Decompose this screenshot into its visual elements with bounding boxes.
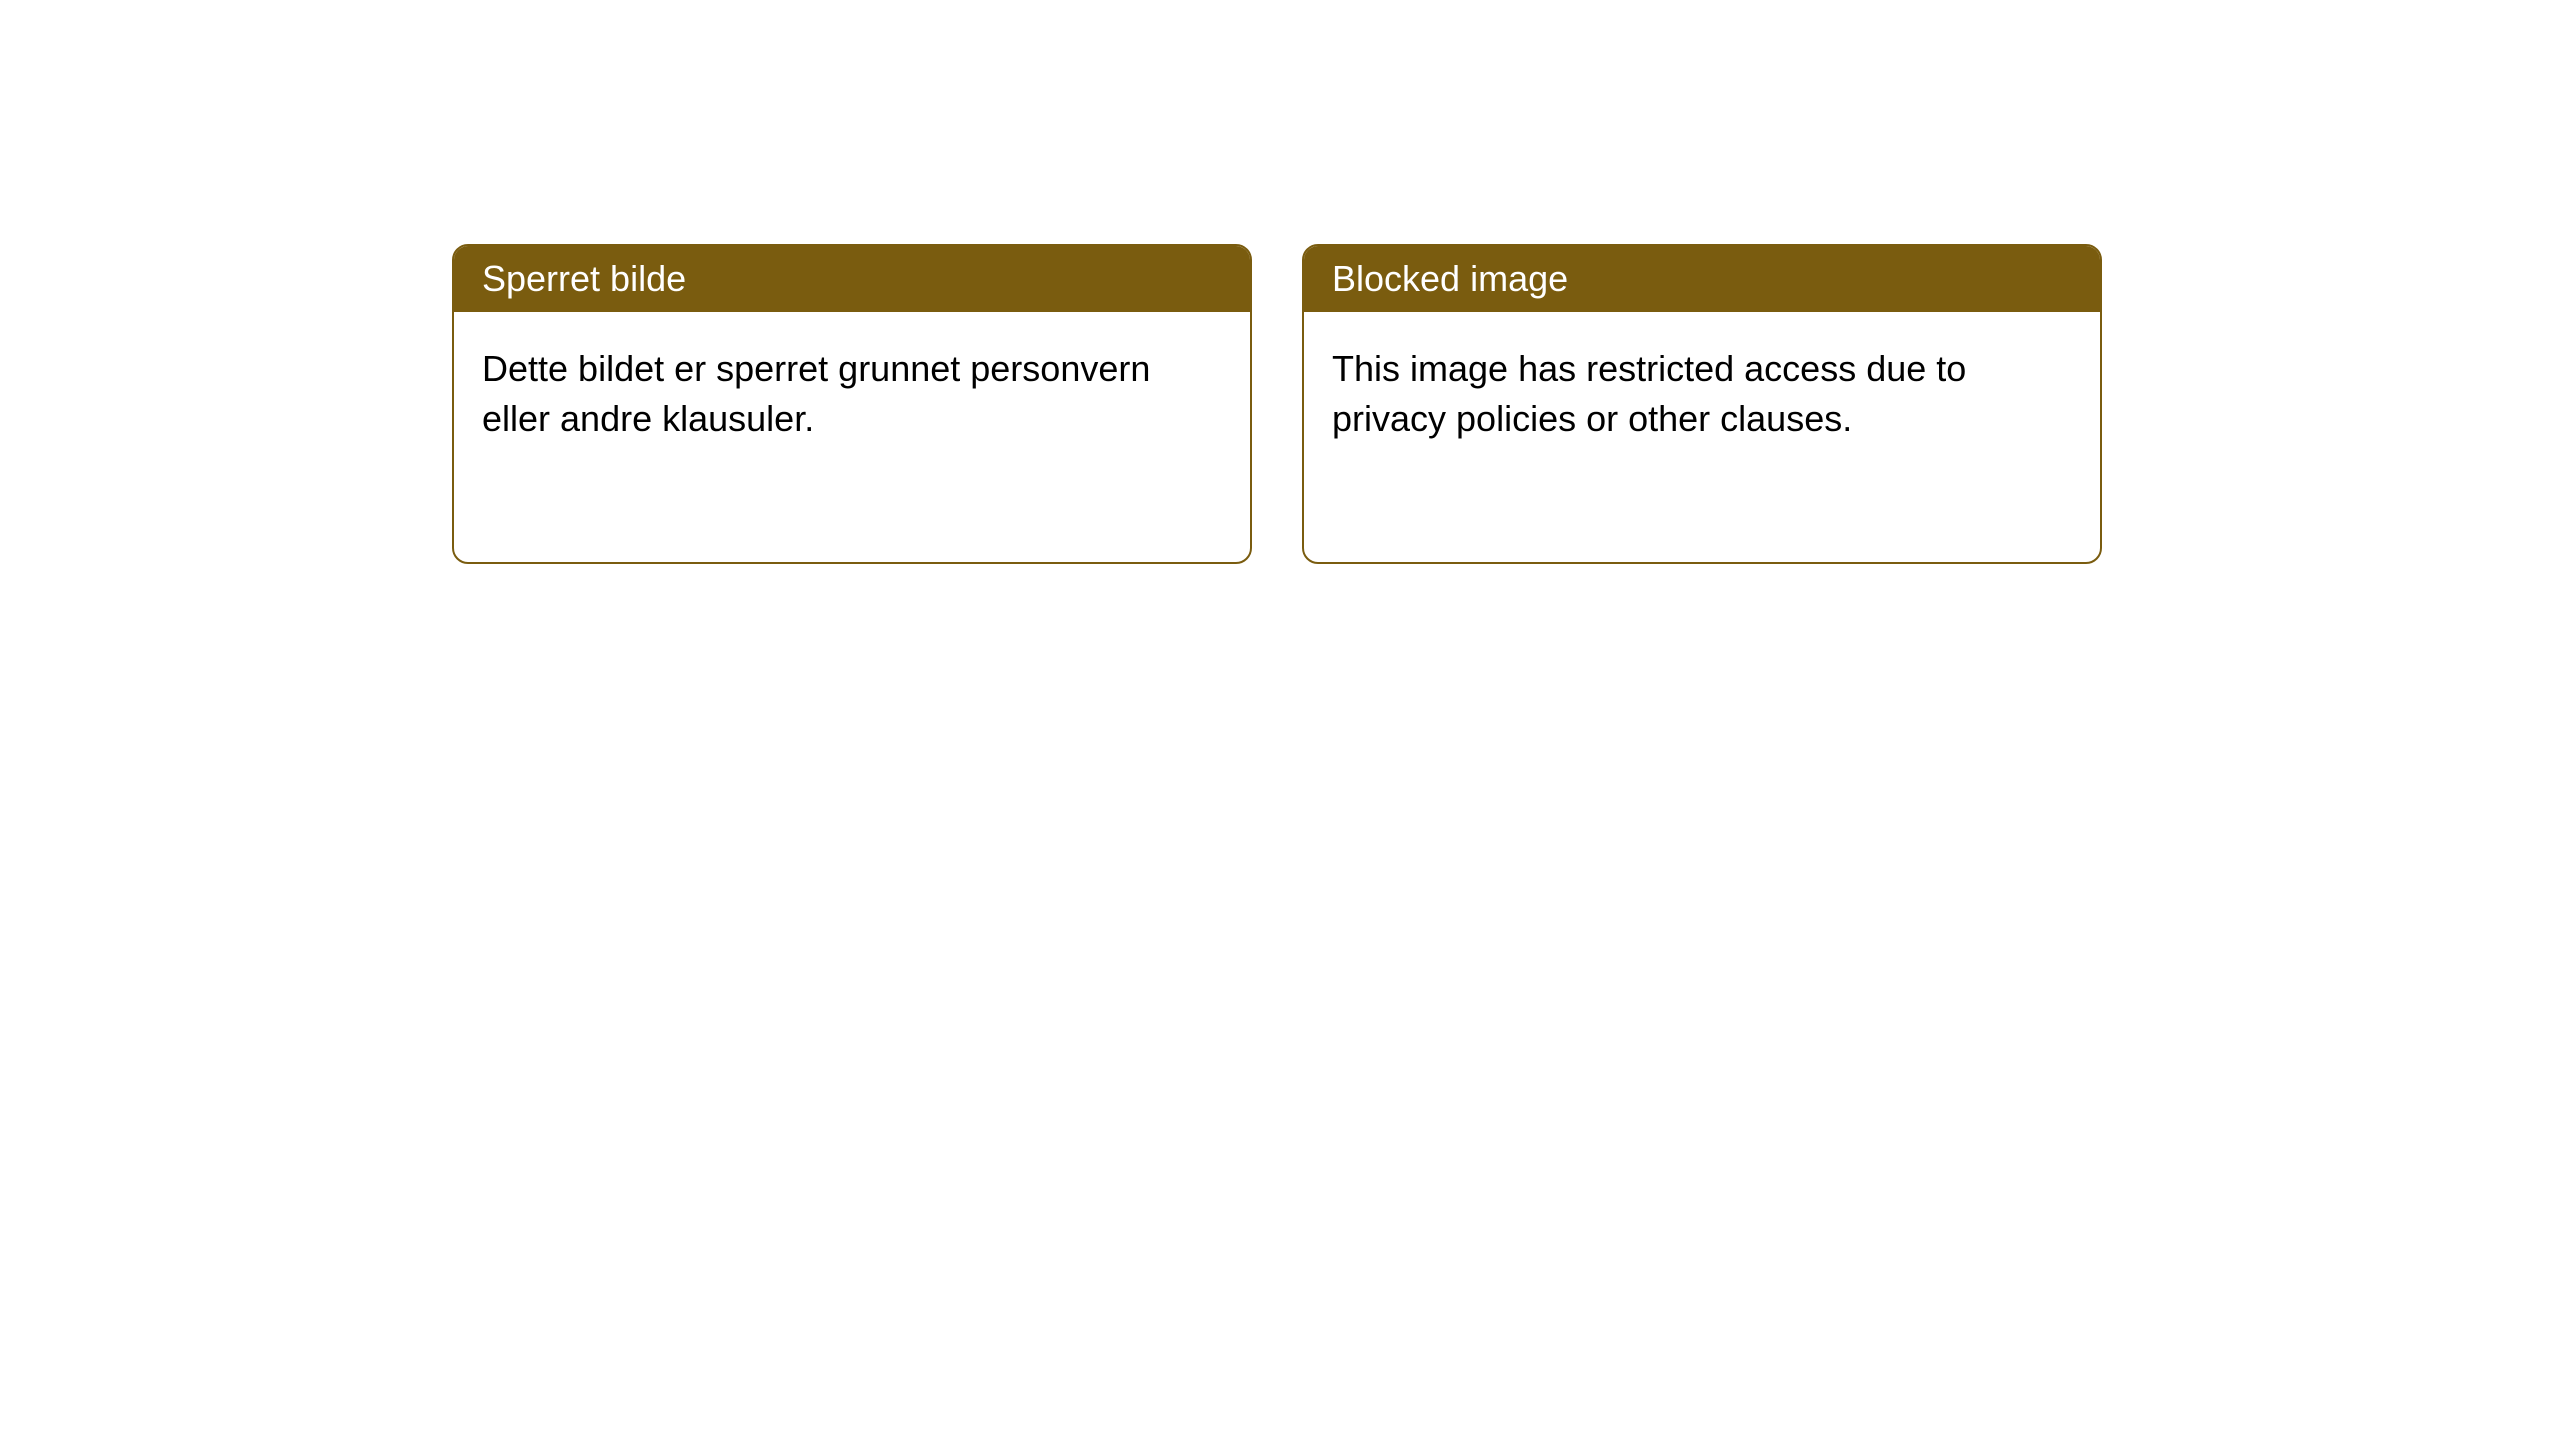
notice-card-norwegian: Sperret bilde Dette bildet er sperret gr… — [452, 244, 1252, 564]
notice-container: Sperret bilde Dette bildet er sperret gr… — [0, 0, 2560, 564]
notice-body-english: This image has restricted access due to … — [1304, 312, 2100, 562]
notice-body-norwegian: Dette bildet er sperret grunnet personve… — [454, 312, 1250, 562]
notice-card-english: Blocked image This image has restricted … — [1302, 244, 2102, 564]
notice-title-english: Blocked image — [1304, 246, 2100, 312]
notice-title-norwegian: Sperret bilde — [454, 246, 1250, 312]
